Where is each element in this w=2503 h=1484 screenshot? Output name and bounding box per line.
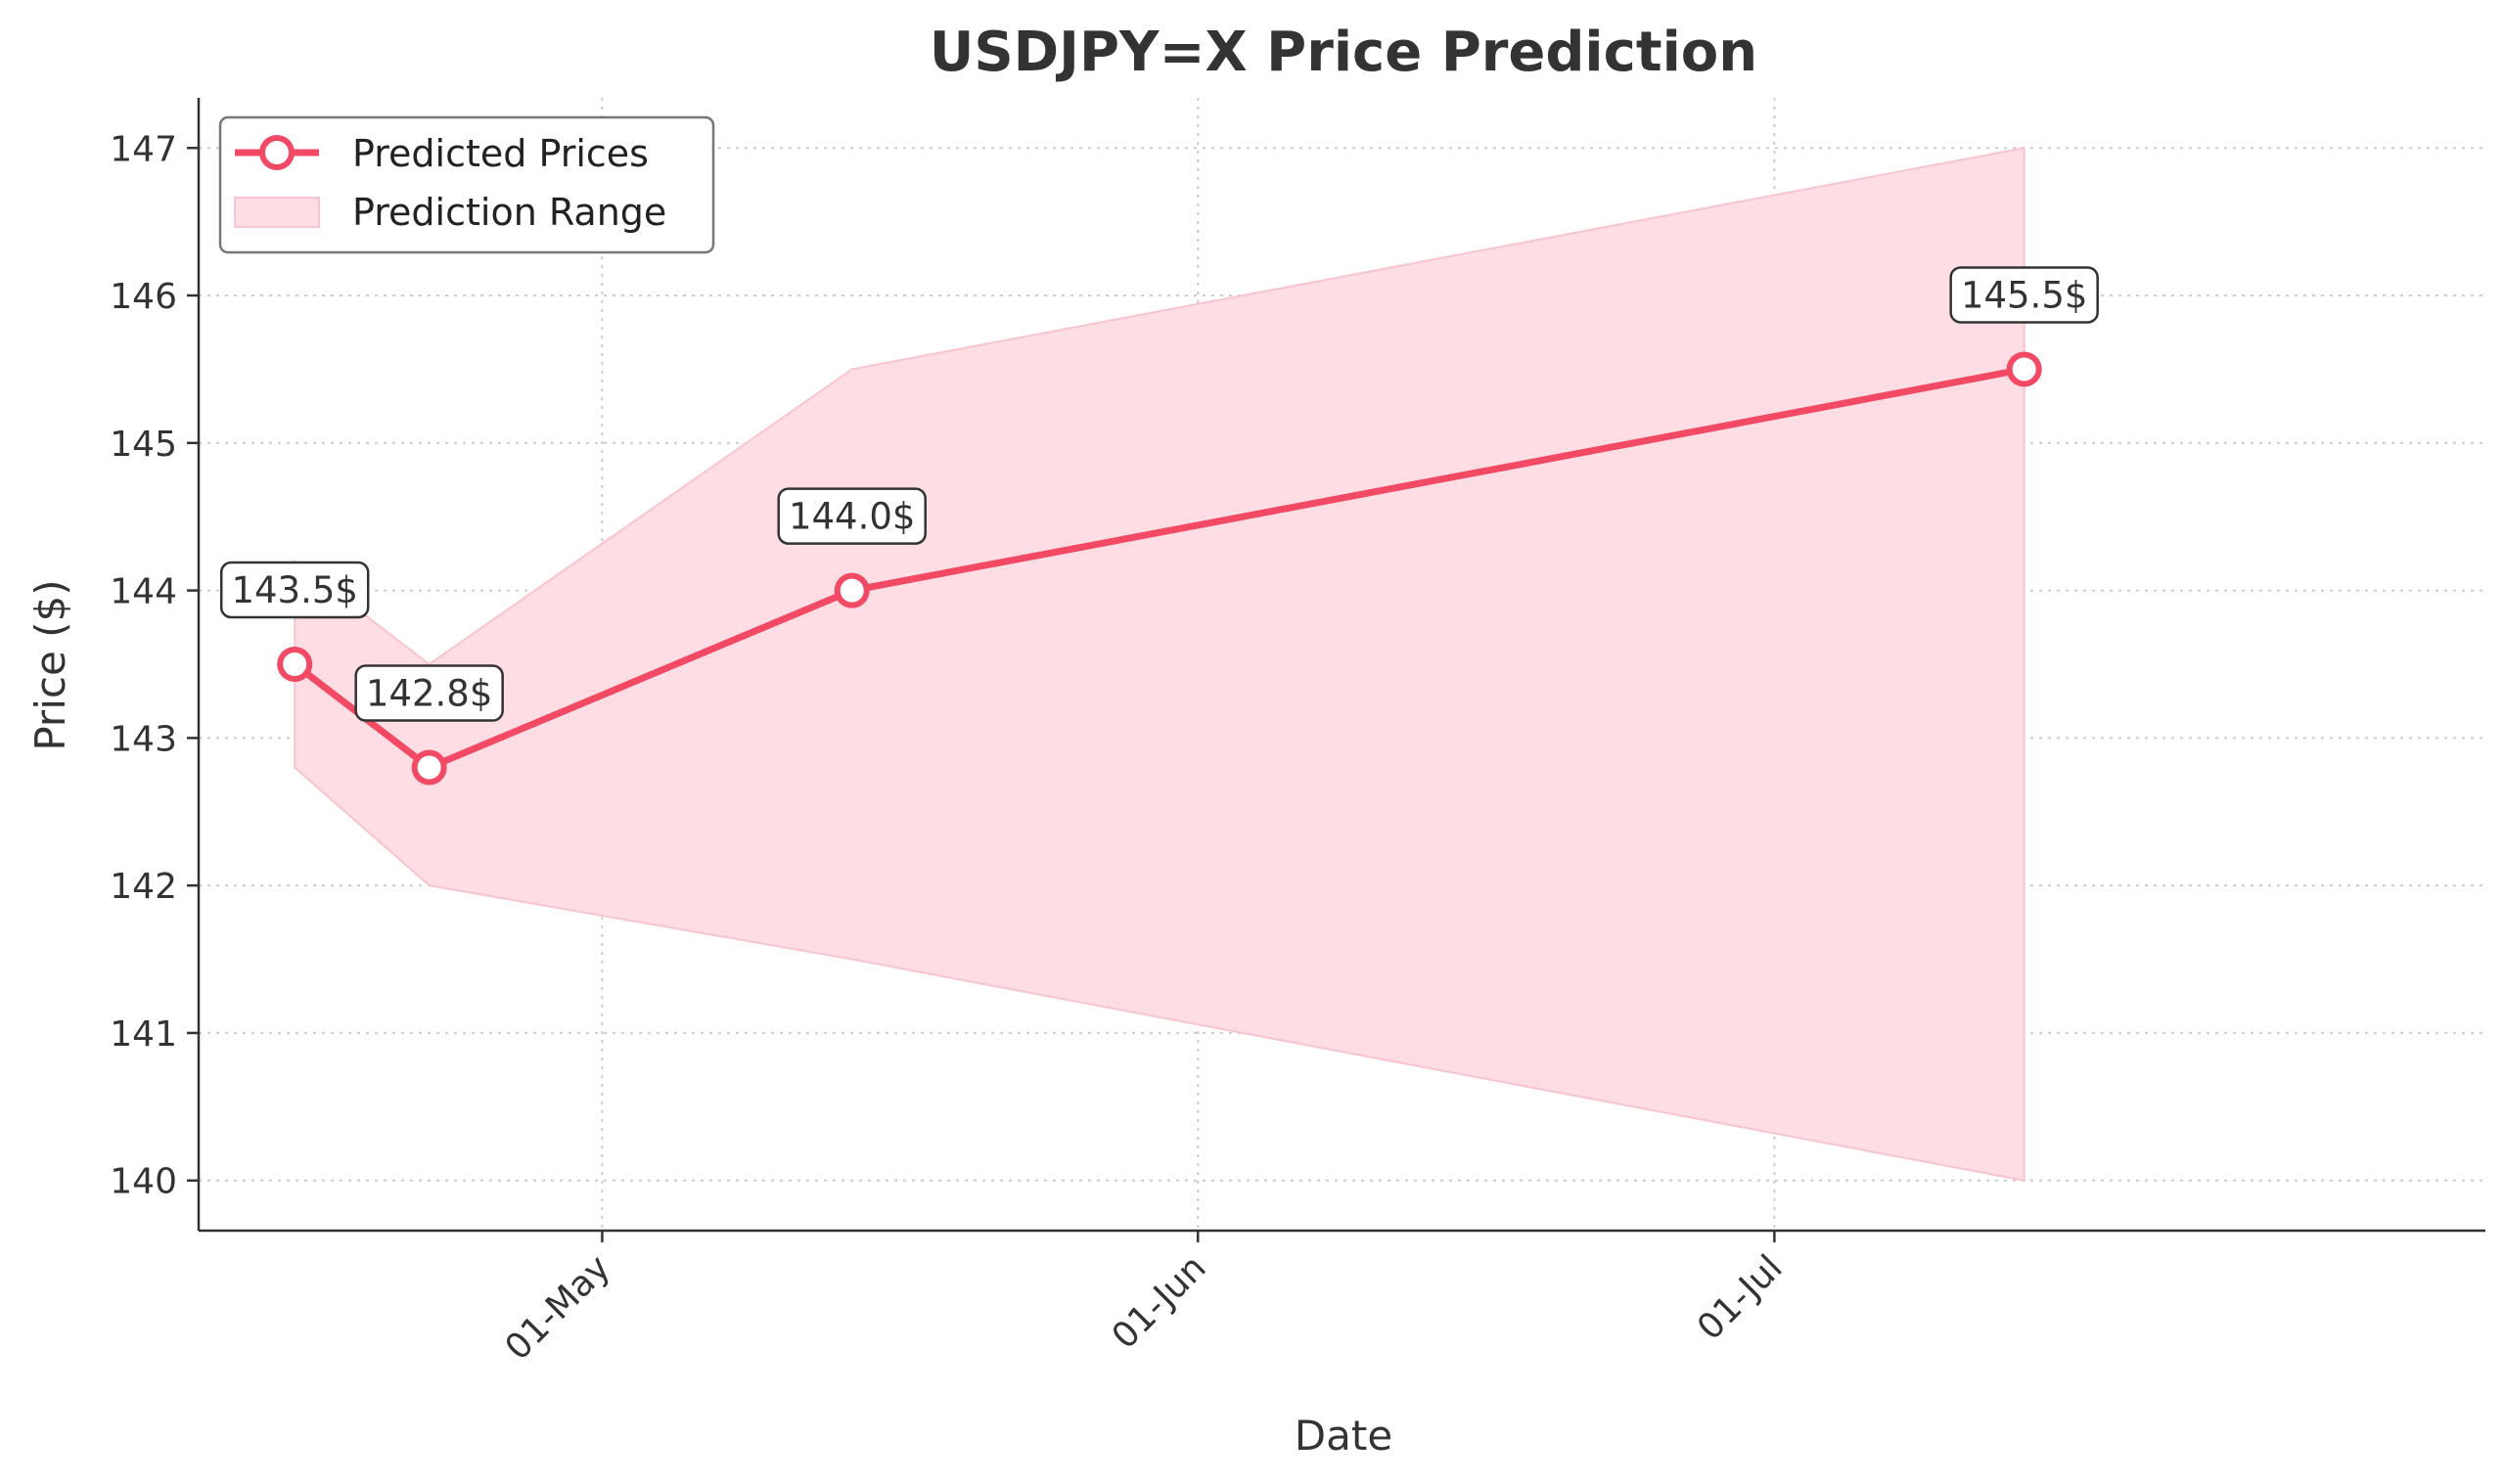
predicted-price-point	[277, 647, 313, 682]
price-annotation-box	[1949, 266, 2099, 324]
predicted-price-point	[2006, 351, 2042, 387]
chart-title: USDJPY=X Price Prediction	[930, 21, 1757, 84]
x-axis-label: Date	[1295, 1412, 1392, 1460]
prediction-range-area	[294, 147, 2025, 1182]
prediction-range-band	[294, 147, 2025, 1182]
legend-band-swatch	[234, 197, 320, 228]
y-tick-label: 142	[110, 867, 177, 907]
predicted-price-point	[834, 572, 870, 608]
y-tick-label: 141	[110, 1014, 177, 1055]
axes	[197, 98, 2485, 1233]
price-annotation-label: 142.8$	[366, 673, 492, 715]
price-annotations: 143.5$ 142.8$ 144.0$ 145.5$	[219, 266, 2099, 722]
predicted-price-point	[411, 749, 447, 786]
y-tick-label: 144	[110, 572, 177, 612]
price-annotation-label: 143.5$	[231, 569, 357, 611]
price-annotation-label: 145.5$	[1961, 274, 2087, 316]
y-tick-label: 143	[110, 719, 177, 759]
price-annotation-box	[354, 664, 504, 722]
legend-marker-swatch	[259, 135, 295, 170]
predicted-price-markers	[277, 351, 2042, 786]
legend-frame	[218, 115, 715, 254]
y-tick-label: 140	[110, 1162, 177, 1202]
legend-label-predicted-prices: Predicted Prices	[352, 132, 649, 175]
y-tick-label: 145	[110, 425, 177, 465]
price-annotation-box	[219, 561, 370, 619]
y-axis-label: Price ($)	[26, 579, 74, 750]
y-tick-label: 146	[110, 277, 177, 317]
price-annotation-label: 144.0$	[789, 496, 915, 538]
y-ticks: 140 141 142 143 144 145 146 147	[110, 129, 199, 1202]
legend: Predicted Prices Prediction Range	[218, 115, 715, 254]
price-annotation-box	[777, 487, 927, 545]
y-tick-label: 147	[110, 129, 177, 169]
legend-label-prediction-range: Prediction Range	[352, 191, 666, 234]
